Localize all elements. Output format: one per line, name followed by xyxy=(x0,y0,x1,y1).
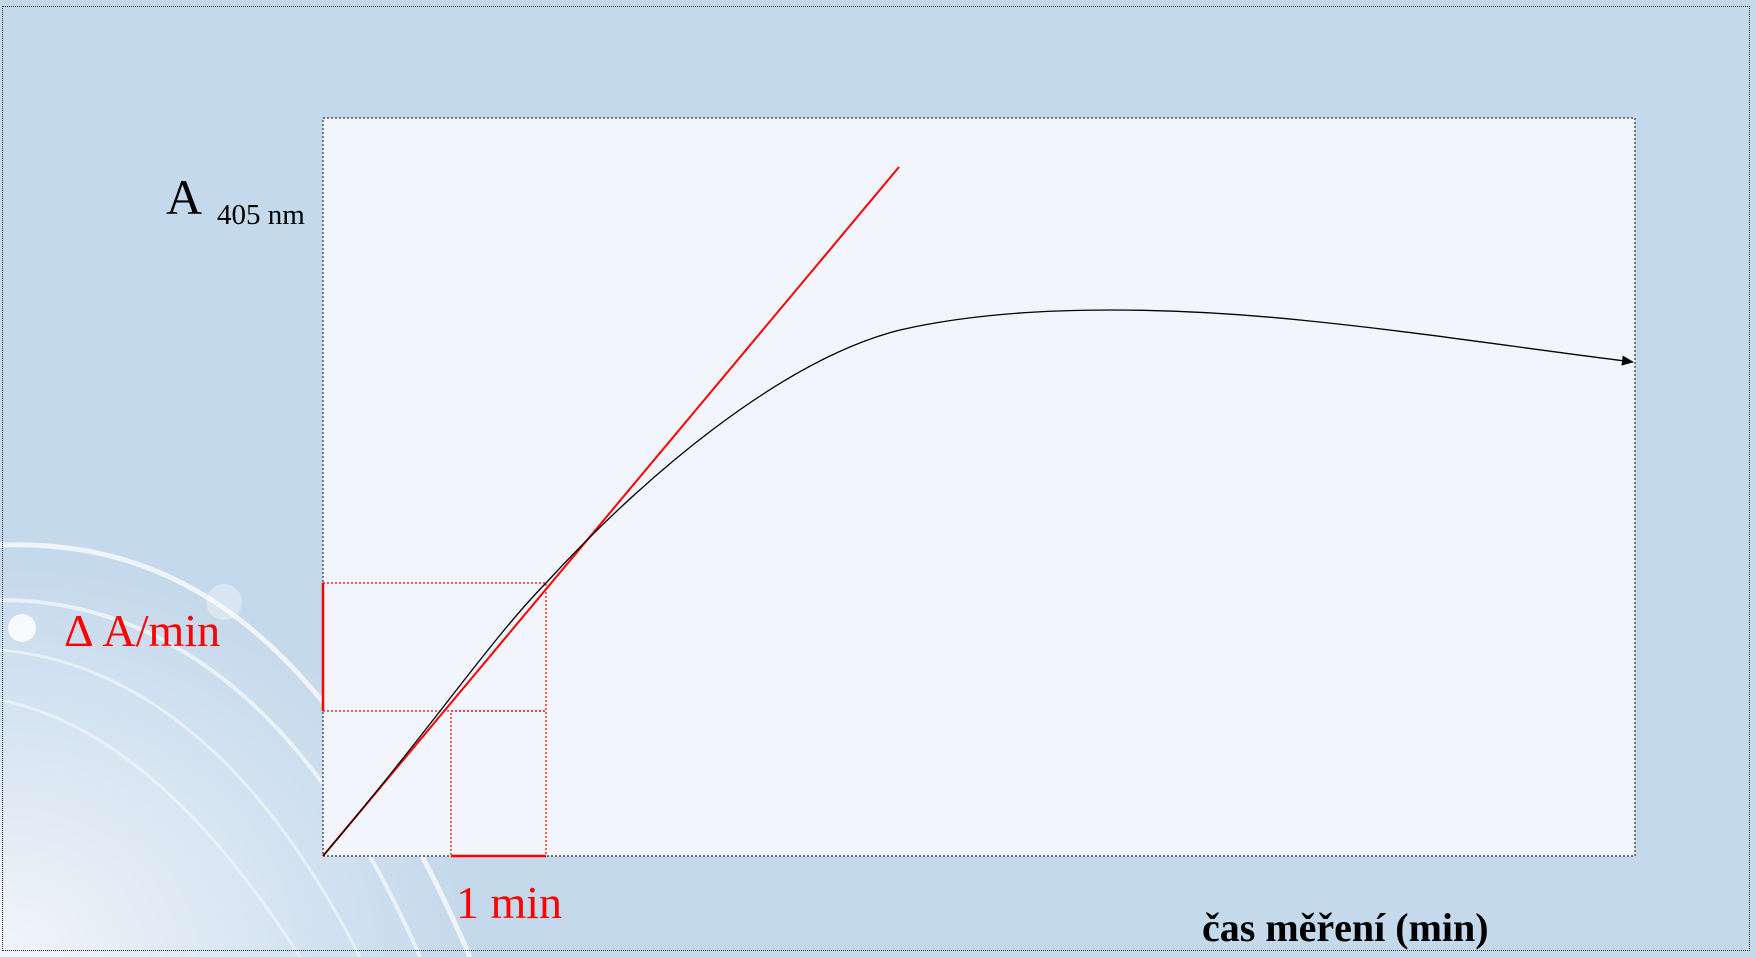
slide-border xyxy=(2,6,1750,951)
x-axis-label: čas měření (min) xyxy=(1202,905,1489,950)
y-axis-subscript: 405 nm xyxy=(217,199,305,231)
interval-label: 1 min xyxy=(456,877,563,928)
tangent-line xyxy=(322,166,900,857)
absorbance-curve xyxy=(322,309,1634,857)
y-axis-label: A xyxy=(166,169,203,225)
plot-area xyxy=(322,117,1636,857)
slope-label: Δ A/min xyxy=(64,605,221,656)
